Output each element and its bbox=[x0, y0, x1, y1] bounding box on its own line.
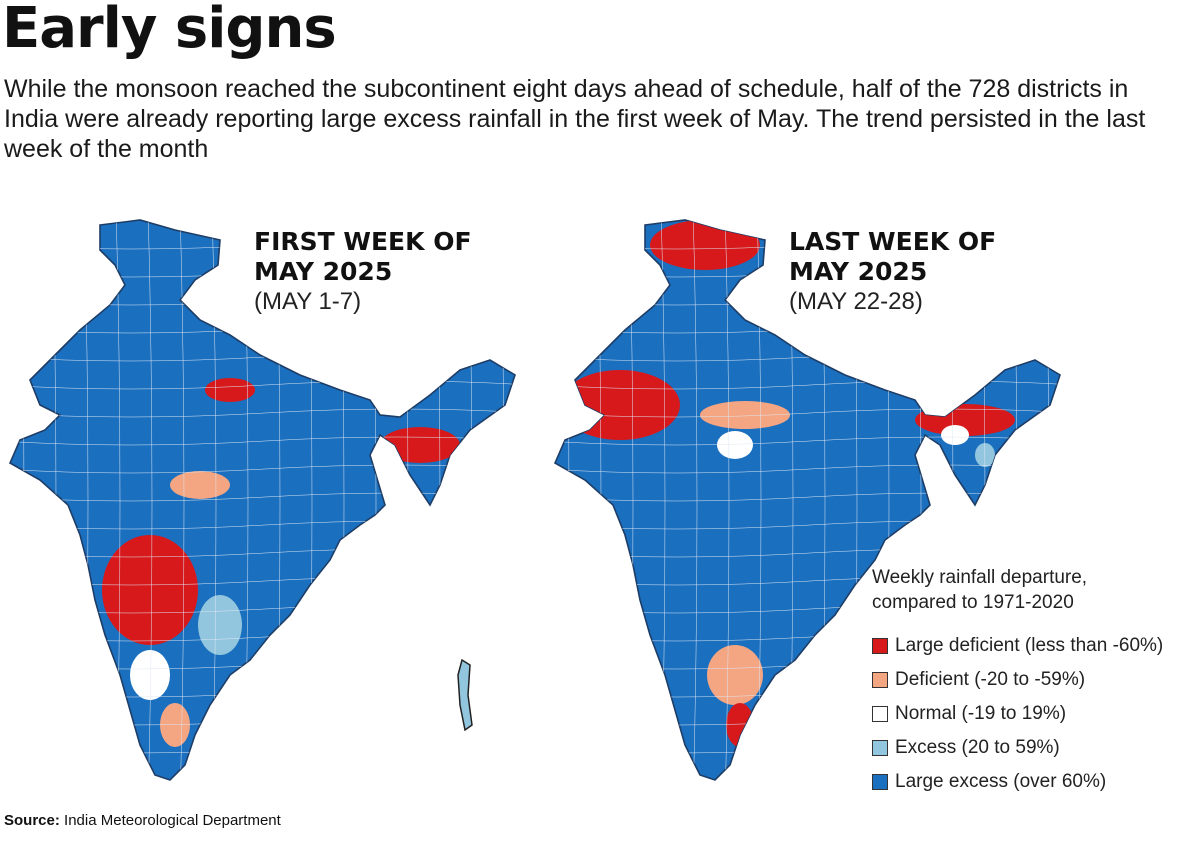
district-line bbox=[724, 220, 730, 780]
legend-item-large-excess: Large excess (over 60%) bbox=[872, 765, 1192, 799]
legend-item-normal: Normal (-19 to 19%) bbox=[872, 697, 1192, 731]
legend-item-large-deficient: Large deficient (less than -60%) bbox=[872, 629, 1192, 663]
legend-swatch bbox=[872, 638, 888, 654]
district-line bbox=[555, 380, 1060, 390]
india-map-first-week bbox=[8, 219, 516, 781]
map-heading-last-week: LAST WEEK OF MAY 2025 (MAY 22-28) bbox=[789, 227, 996, 317]
district-line bbox=[555, 408, 1060, 418]
district-patch-deficient bbox=[160, 703, 190, 747]
district-line bbox=[10, 408, 515, 418]
district-patch-deficient bbox=[707, 645, 763, 705]
district-line bbox=[10, 660, 515, 670]
legend-item-deficient: Deficient (-20 to -59%) bbox=[872, 663, 1192, 697]
map-last-week: LAST WEEK OF MAY 2025 (MAY 22-28) bbox=[545, 205, 1075, 805]
legend-item-excess: Excess (20 to 59%) bbox=[872, 731, 1192, 765]
map-heading-first-week: FIRST WEEK OF MAY 2025 (MAY 1-7) bbox=[254, 227, 472, 317]
district-patch-normal bbox=[130, 650, 170, 700]
district-line bbox=[10, 716, 515, 726]
map-date-range: (MAY 1-7) bbox=[254, 288, 362, 315]
district-patch-deficient bbox=[700, 401, 790, 429]
district-line bbox=[499, 220, 505, 780]
district-patch-normal bbox=[717, 431, 753, 459]
district-patch-excess bbox=[198, 595, 242, 655]
source-note: Source: India Meteorological Department bbox=[4, 812, 281, 829]
map-heading-line1: FIRST WEEK OF bbox=[254, 227, 472, 256]
page-title: Early signs bbox=[2, 0, 337, 61]
india-map-last-week bbox=[553, 219, 1061, 781]
map-heading-line2: MAY 2025 bbox=[789, 257, 928, 286]
legend-label: Excess (20 to 59%) bbox=[895, 737, 1060, 758]
page-subtitle: While the monsoon reached the subcontine… bbox=[4, 75, 1146, 163]
legend-swatch bbox=[872, 740, 888, 756]
legend-label: Large deficient (less than -60%) bbox=[895, 635, 1164, 656]
legend-title-line2: compared to 1971-2020 bbox=[872, 592, 1074, 613]
district-line bbox=[147, 220, 153, 780]
district-patch-normal bbox=[941, 425, 969, 445]
district-patch-large-deficient bbox=[205, 378, 255, 402]
map-heading-line2: MAY 2025 bbox=[254, 257, 393, 286]
map-heading-line1: LAST WEEK OF bbox=[789, 227, 997, 256]
district-line bbox=[51, 220, 57, 780]
district-line bbox=[10, 744, 515, 754]
district-patch-deficient bbox=[170, 471, 230, 499]
district-line bbox=[10, 436, 515, 446]
district-line bbox=[179, 220, 185, 780]
legend-label: Large excess (over 60%) bbox=[895, 771, 1107, 792]
district-patch-large-deficient bbox=[726, 703, 754, 747]
map-first-week: FIRST WEEK OF MAY 2025 (MAY 1-7) bbox=[0, 205, 530, 805]
legend-swatch bbox=[872, 672, 888, 688]
india-mainland bbox=[553, 219, 1061, 781]
district-line bbox=[10, 380, 515, 390]
legend: Weekly rainfall departure, compared to 1… bbox=[872, 565, 1192, 799]
legend-swatch bbox=[872, 774, 888, 790]
legend-label: Deficient (-20 to -59%) bbox=[895, 669, 1086, 690]
district-line bbox=[10, 688, 515, 698]
source-label: Source: bbox=[4, 812, 60, 829]
district-line bbox=[10, 772, 515, 780]
district-patch-large-deficient bbox=[102, 535, 198, 645]
legend-swatch bbox=[872, 706, 888, 722]
district-patch-large-deficient bbox=[560, 370, 680, 440]
legend-title-line1: Weekly rainfall departure, bbox=[872, 567, 1088, 588]
map-date-range: (MAY 22-28) bbox=[789, 288, 923, 315]
district-line bbox=[19, 220, 25, 780]
source-text: India Meteorological Department bbox=[64, 812, 281, 829]
legend-title: Weekly rainfall departure, compared to 1… bbox=[872, 565, 1192, 615]
legend-label: Normal (-19 to 19%) bbox=[895, 703, 1067, 724]
district-patch-large-deficient bbox=[380, 427, 460, 463]
district-line bbox=[596, 220, 602, 780]
district-patch-large-deficient bbox=[650, 220, 760, 270]
district-line bbox=[555, 436, 1060, 446]
district-line bbox=[564, 220, 570, 780]
andaman-islands bbox=[457, 658, 473, 732]
district-line bbox=[692, 220, 698, 780]
district-patches bbox=[10, 220, 515, 780]
